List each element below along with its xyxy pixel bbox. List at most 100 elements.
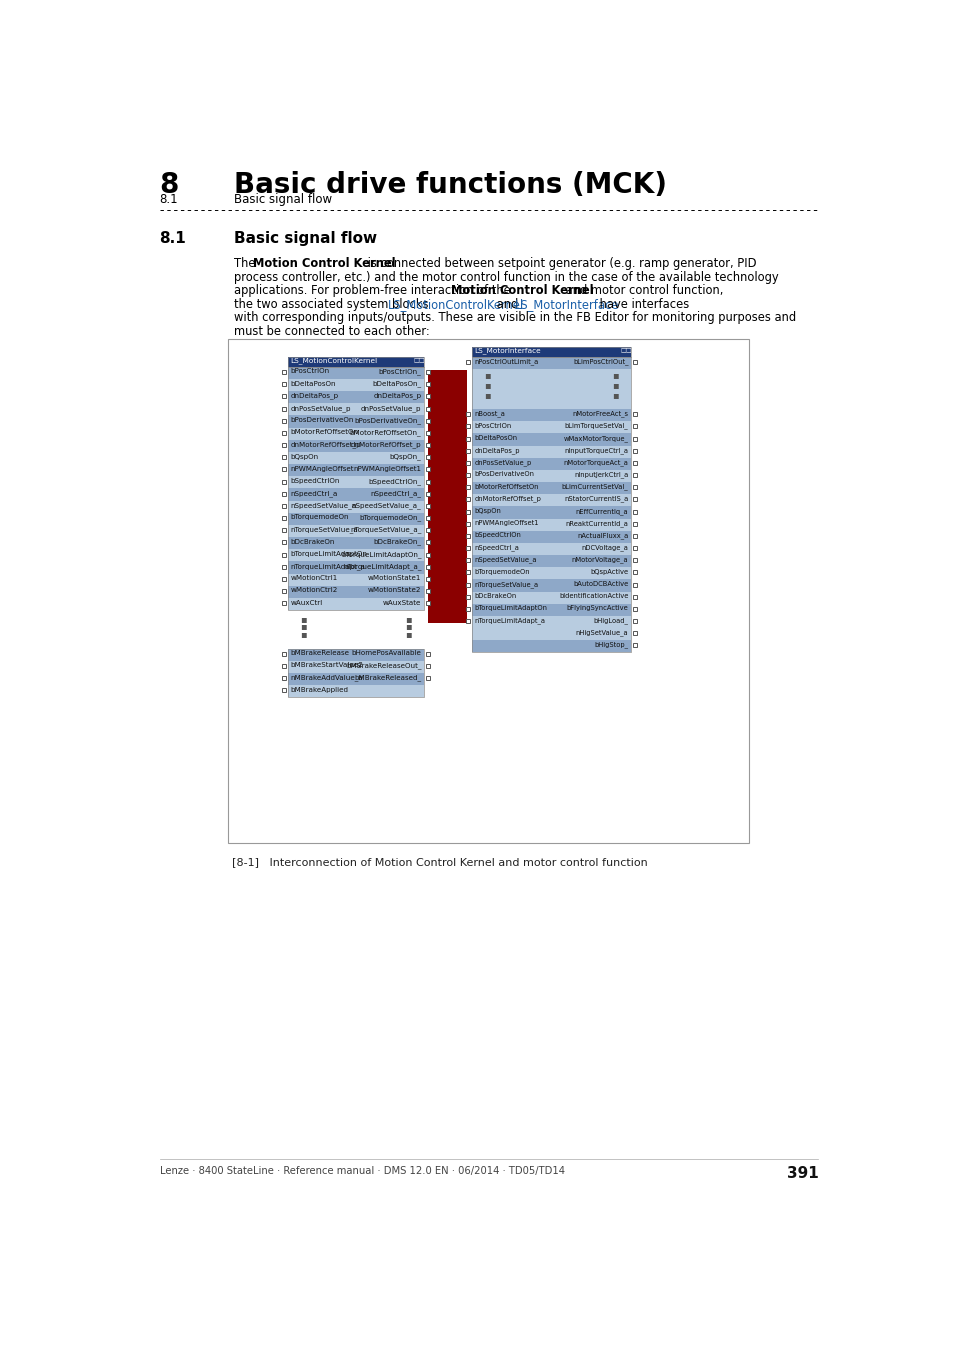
Text: ▪: ▪ xyxy=(300,621,307,632)
Text: □□: □□ xyxy=(620,348,632,354)
Bar xyxy=(472,347,630,356)
Text: bTorqueLimitAdaptOn_: bTorqueLimitAdaptOn_ xyxy=(340,551,421,558)
Text: bMBrakeReleased_: bMBrakeReleased_ xyxy=(354,675,421,682)
Text: nDCVoltage_a: nDCVoltage_a xyxy=(581,544,628,551)
Text: dnMotorRefOffset_p: dnMotorRefOffset_p xyxy=(291,441,361,448)
Bar xyxy=(472,494,630,506)
Text: nHigSetValue_a: nHigSetValue_a xyxy=(576,629,628,636)
Text: bMotorRefOffsetOn_: bMotorRefOffsetOn_ xyxy=(350,429,421,436)
Text: bMBrakeReleaseOut_: bMBrakeReleaseOut_ xyxy=(346,663,421,670)
Bar xyxy=(428,479,467,537)
Text: 8: 8 xyxy=(159,171,179,200)
Text: bSpeedCtrlOn: bSpeedCtrlOn xyxy=(291,478,339,483)
Bar xyxy=(428,382,467,440)
Bar xyxy=(472,640,630,652)
Bar xyxy=(288,367,423,610)
Text: bPosDerivativeOn_: bPosDerivativeOn_ xyxy=(355,417,421,424)
Text: wAuxState: wAuxState xyxy=(383,599,421,606)
Text: bMotorRefOffsetOn: bMotorRefOffsetOn xyxy=(474,483,538,490)
Text: nActualFluxx_a: nActualFluxx_a xyxy=(577,532,628,539)
Text: nMotorVoltage_a: nMotorVoltage_a xyxy=(571,556,628,563)
Text: nStatorCurrentIS_a: nStatorCurrentIS_a xyxy=(563,495,628,502)
Bar xyxy=(472,458,630,470)
Bar xyxy=(288,404,423,416)
Text: bDeltaPosOn: bDeltaPosOn xyxy=(291,381,335,386)
Bar xyxy=(288,416,423,428)
Text: the two associated system blocks: the two associated system blocks xyxy=(233,298,432,311)
Text: and motor control function,: and motor control function, xyxy=(561,285,722,297)
Text: nPWMAngleOffset1: nPWMAngleOffset1 xyxy=(474,520,538,526)
Bar xyxy=(428,564,467,624)
Bar xyxy=(472,579,630,591)
Bar xyxy=(428,540,467,599)
Text: is connected between setpoint generator (e.g. ramp generator, PID: is connected between setpoint generator … xyxy=(364,258,756,270)
Text: Motion Control Kernel: Motion Control Kernel xyxy=(253,258,395,270)
Bar xyxy=(288,501,423,513)
Bar xyxy=(428,528,467,587)
Text: nPWMAngleOffset1: nPWMAngleOffset1 xyxy=(354,466,421,471)
Text: must be connected to each other:: must be connected to each other: xyxy=(233,325,429,338)
Bar xyxy=(288,562,423,574)
Bar xyxy=(472,470,630,482)
Bar xyxy=(428,394,467,452)
Text: bTorquemodeOn: bTorquemodeOn xyxy=(474,568,529,575)
Text: bTorqueLimitAdaptOn: bTorqueLimitAdaptOn xyxy=(474,605,547,612)
Text: nTorqueLimitAdapt_a_: nTorqueLimitAdapt_a_ xyxy=(343,563,421,570)
Text: with corresponding inputs/outputs. These are visible in the FB Editor for monito: with corresponding inputs/outputs. These… xyxy=(233,312,795,324)
Bar xyxy=(472,518,630,531)
Bar xyxy=(428,370,467,428)
Text: nBoost_a: nBoost_a xyxy=(474,410,504,417)
Bar xyxy=(288,356,423,367)
Text: Basic signal flow: Basic signal flow xyxy=(233,193,332,205)
Bar xyxy=(428,552,467,612)
Text: [8-1]   Interconnection of Motion Control Kernel and motor control function: [8-1] Interconnection of Motion Control … xyxy=(232,857,647,867)
Bar xyxy=(428,491,467,549)
Text: The: The xyxy=(233,258,259,270)
Bar xyxy=(472,421,630,433)
Bar xyxy=(288,549,423,562)
Text: Motion Control Kernel: Motion Control Kernel xyxy=(451,285,594,297)
Text: bPosCtrlOn: bPosCtrlOn xyxy=(291,369,330,374)
Text: nTorqueLimitAdapt_a: nTorqueLimitAdapt_a xyxy=(291,563,365,570)
Text: nMBrakeAddValue_a: nMBrakeAddValue_a xyxy=(291,675,363,682)
Bar xyxy=(472,446,630,458)
Bar xyxy=(472,531,630,543)
Bar xyxy=(472,603,630,616)
Bar xyxy=(288,537,423,549)
Text: LS_MotorInterface: LS_MotorInterface xyxy=(515,298,619,311)
Text: wMotionCtrl1: wMotionCtrl1 xyxy=(291,575,337,582)
Text: nTorqueLimitAdapt_a: nTorqueLimitAdapt_a xyxy=(474,617,544,624)
Bar xyxy=(288,513,423,525)
Text: bDcBrakeOn: bDcBrakeOn xyxy=(291,539,335,544)
Text: ▪: ▪ xyxy=(483,390,490,400)
Bar xyxy=(472,482,630,494)
Bar xyxy=(428,504,467,562)
Text: nTorqueSetValue_a: nTorqueSetValue_a xyxy=(291,526,358,533)
Text: nMotorFreeAct_s: nMotorFreeAct_s xyxy=(572,410,628,417)
Bar xyxy=(288,672,423,686)
Text: bQspOn: bQspOn xyxy=(291,454,318,459)
Text: nPosCtrlOutLimit_a: nPosCtrlOutLimit_a xyxy=(474,358,537,364)
Bar xyxy=(472,628,630,640)
Text: ▪: ▪ xyxy=(405,621,411,632)
Text: nSpeedSetValue_a: nSpeedSetValue_a xyxy=(474,556,537,563)
Text: dnDeltaPos_p: dnDeltaPos_p xyxy=(291,393,338,400)
Text: bLimTorqueSetVal_: bLimTorqueSetVal_ xyxy=(564,423,628,429)
Text: bFlyingSyncActive: bFlyingSyncActive xyxy=(566,605,628,612)
Bar xyxy=(428,431,467,489)
Text: dnMotorRefOffset_p: dnMotorRefOffset_p xyxy=(474,495,540,502)
Bar xyxy=(428,406,467,464)
Text: bHigLoad_: bHigLoad_ xyxy=(593,617,628,624)
Bar xyxy=(472,591,630,603)
Text: bSpeedCtrlOn: bSpeedCtrlOn xyxy=(474,532,520,539)
Text: dnPosSetValue_p: dnPosSetValue_p xyxy=(291,405,351,412)
Text: bQspOn_: bQspOn_ xyxy=(390,454,421,460)
Text: wMotionState1: wMotionState1 xyxy=(368,575,421,582)
Text: applications. For problem-free interaction of the: applications. For problem-free interacti… xyxy=(233,285,514,297)
Bar xyxy=(472,555,630,567)
Bar xyxy=(288,598,423,610)
Text: nMotorTorqueAct_a: nMotorTorqueAct_a xyxy=(563,459,628,466)
Bar xyxy=(288,586,423,598)
Text: nReaktCurrentId_a: nReaktCurrentId_a xyxy=(565,520,628,526)
Bar xyxy=(288,574,423,586)
